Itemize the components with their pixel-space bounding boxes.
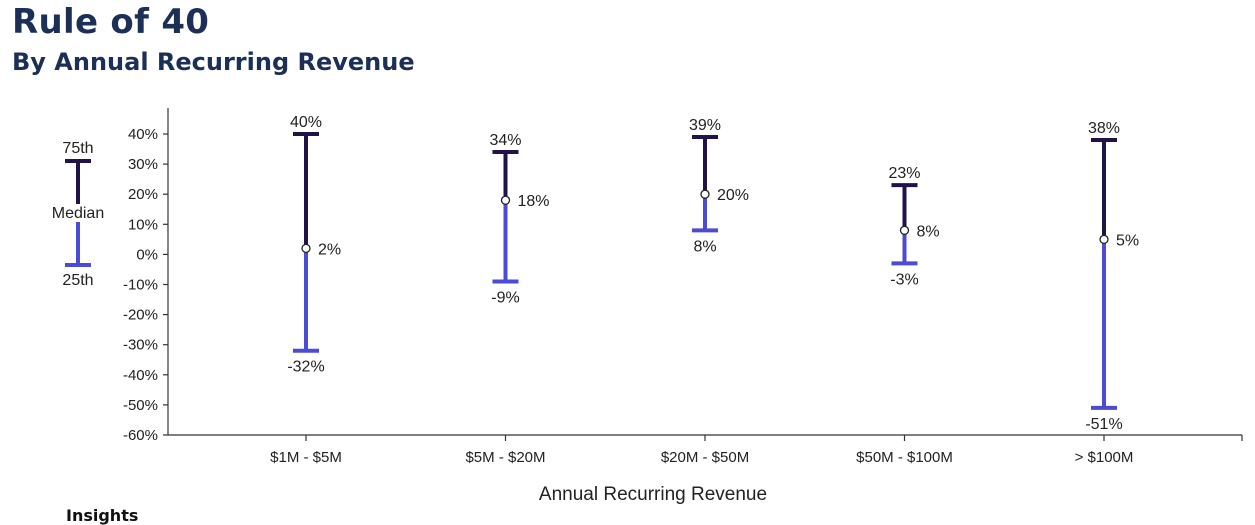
x-axis-label: Annual Recurring Revenue [539, 484, 767, 505]
x-tick-label: $5M - $20M [465, 449, 545, 466]
page-subtitle: By Annual Recurring Revenue [12, 48, 415, 76]
p75-data-label: 38% [1088, 120, 1120, 137]
median-data-label: 5% [1116, 232, 1139, 249]
median-data-label: 20% [717, 187, 749, 204]
p25-data-label: 8% [693, 238, 716, 255]
median-data-label: 2% [318, 241, 341, 258]
y-tick-label: 20% [128, 186, 158, 203]
x-tick-label: > $100M [1075, 449, 1134, 466]
median-data-label: 18% [518, 193, 550, 210]
p75-data-label: 23% [888, 165, 920, 182]
p75-data-label: 34% [489, 132, 521, 149]
median-point [700, 189, 710, 199]
legend-top-label: 75th [62, 140, 93, 157]
median-data-label: 8% [917, 223, 940, 240]
insights-heading: Insights [66, 506, 139, 525]
p25-data-label: -51% [1085, 416, 1122, 433]
legend: 75th Median 25th [52, 140, 104, 289]
y-tick-label: 0% [136, 246, 158, 263]
legend-bottom-label: 25th [62, 272, 93, 289]
p25-data-label: -9% [491, 289, 519, 306]
p25-data-label: -32% [287, 359, 324, 376]
y-tick-label: -40% [123, 367, 158, 384]
y-tick-label: -10% [123, 277, 158, 294]
y-tick-label: -60% [123, 427, 158, 444]
x-tick-label: $50M - $100M [856, 449, 953, 466]
axes: 40% 30% 20% 10% 0% -10% -20% -30% -40% -50% -60% $1… [123, 108, 1243, 466]
median-point [1099, 234, 1109, 245]
p25-data-label: -3% [890, 271, 918, 288]
p75-data-label: 40% [290, 114, 322, 131]
median-point [500, 195, 511, 205]
y-tick-label: 10% [128, 216, 158, 233]
y-tick-label: 40% [128, 126, 158, 143]
y-tick-label: 30% [128, 156, 158, 173]
page-title: Rule of 40 [12, 2, 210, 42]
x-tick-label: $20M - $50M [661, 449, 749, 466]
x-tick-label: $1M - $5M [270, 449, 342, 466]
y-tick-label: -20% [123, 307, 158, 324]
median-point [899, 225, 910, 235]
chart-marks: 40% 2% -32% 34% 18% -9% 39% 20% 8% 23% 8% -3% 38% 5% -… [287, 114, 1139, 433]
median-point [301, 243, 311, 254]
y-tick-label: -30% [123, 337, 158, 354]
y-tick-label: -50% [123, 397, 158, 414]
p75-data-label: 39% [689, 117, 721, 134]
legend-median-label: Median [52, 205, 104, 222]
